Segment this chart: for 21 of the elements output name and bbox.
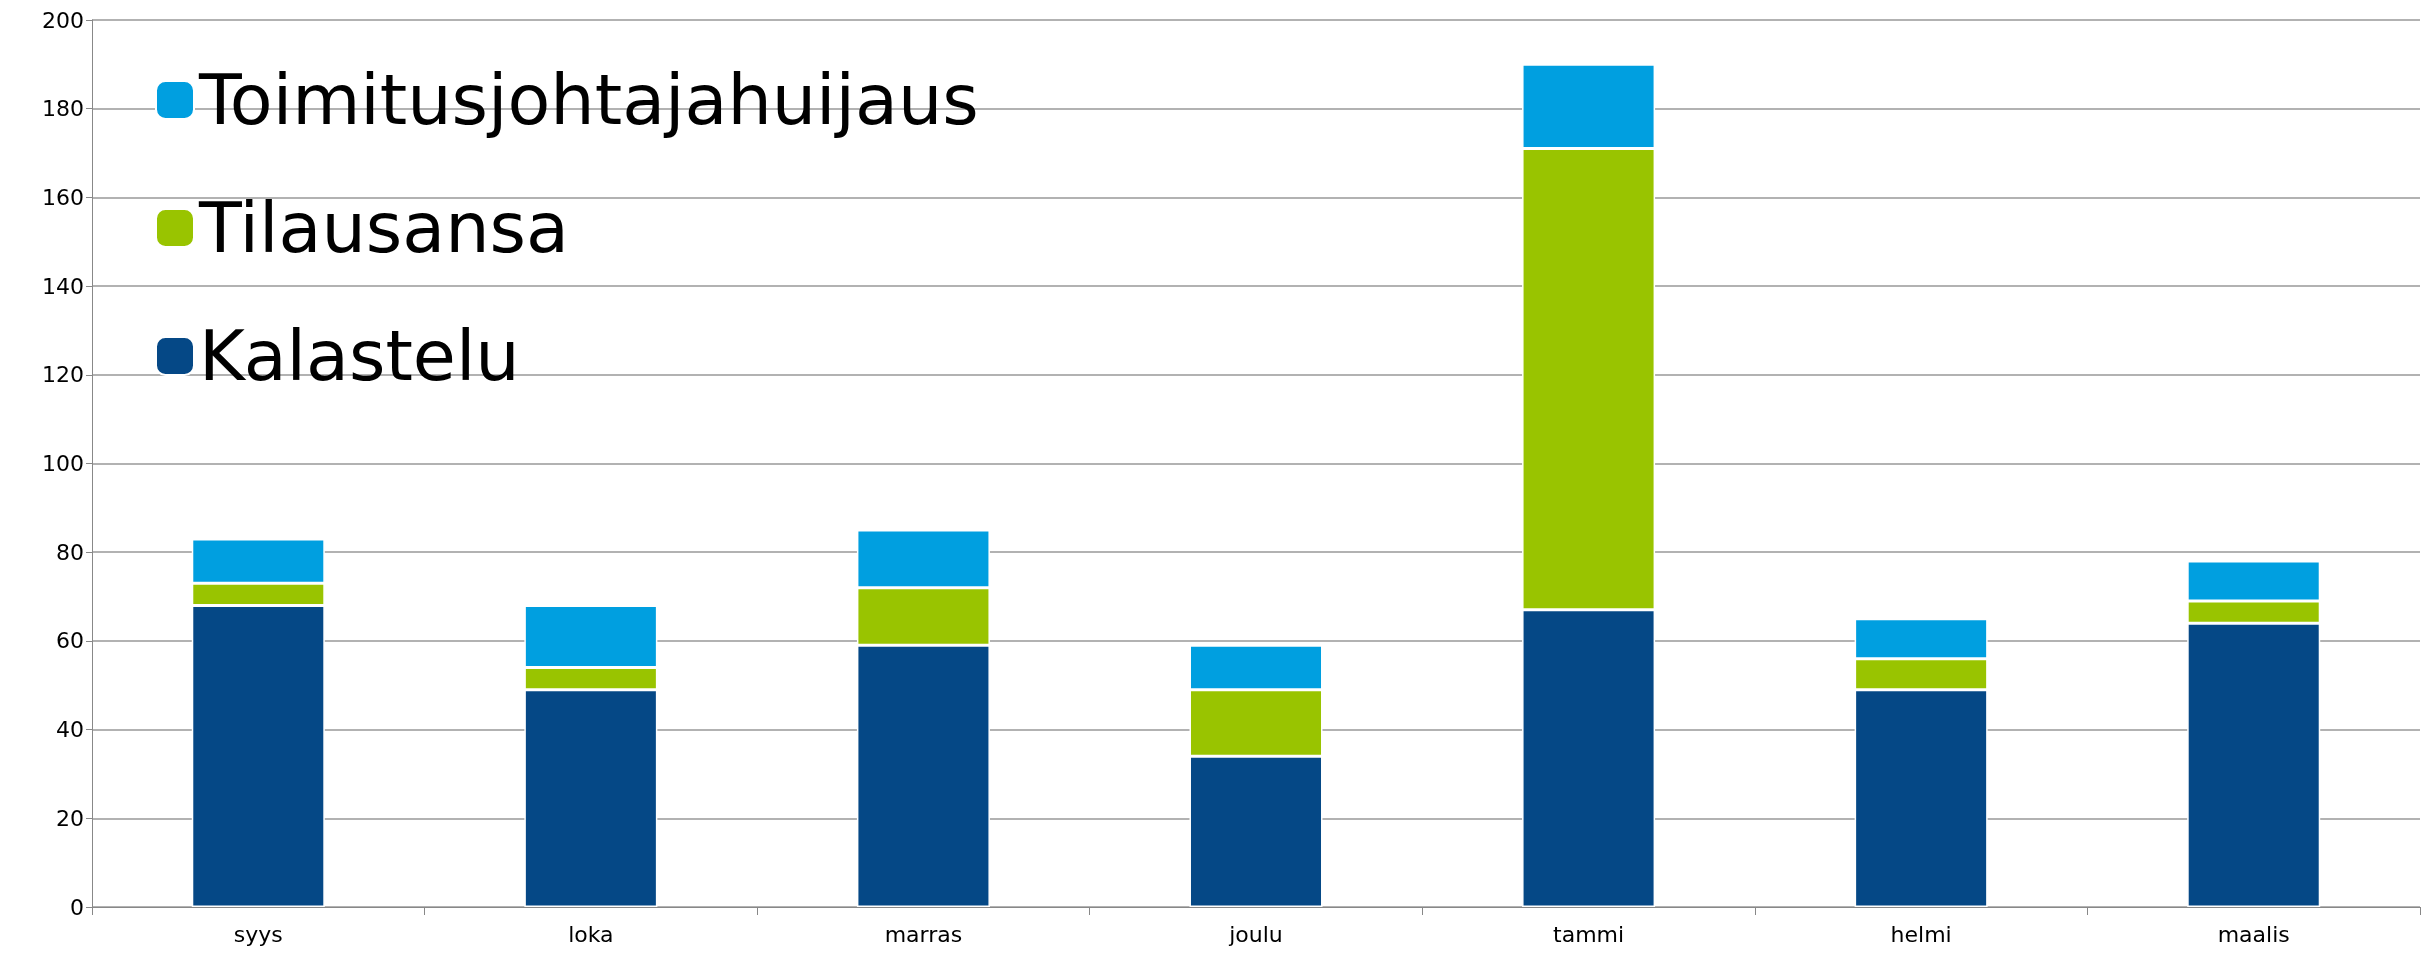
x-tick-label: tammi <box>1553 921 1625 947</box>
y-tick-label: 100 <box>42 451 84 476</box>
legend-label: Toimitusjohtajahuijaus <box>198 59 979 141</box>
y-tick-label: 180 <box>42 96 84 122</box>
y-tick-label: 200 <box>42 7 84 33</box>
x-tick-label: joulu <box>1228 921 1283 947</box>
legend-label: Kalastelu <box>199 315 520 397</box>
x-tick-label: marras <box>884 921 963 947</box>
x-tick-label: helmi <box>1890 921 1952 947</box>
y-tick-label: 160 <box>42 184 84 210</box>
y-tick-label: 60 <box>56 628 84 654</box>
y-tick-label: 140 <box>42 273 84 299</box>
y-tick-label: 120 <box>42 362 84 388</box>
x-tick-label: loka <box>568 921 614 947</box>
y-tick-label: 0 <box>70 894 84 920</box>
y-tick-label: 80 <box>56 539 84 565</box>
y-tick-label: 20 <box>56 805 84 831</box>
legend-label: Tilausansa <box>198 187 569 269</box>
x-tick-label: maalis <box>2217 921 2290 947</box>
x-tick-label: syys <box>233 921 283 947</box>
y-tick-label: 40 <box>56 717 84 743</box>
